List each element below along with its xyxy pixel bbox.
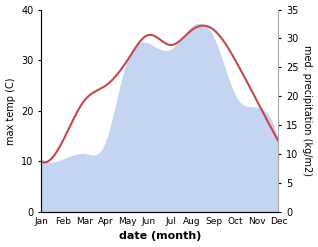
X-axis label: date (month): date (month) bbox=[119, 231, 201, 242]
Y-axis label: max temp (C): max temp (C) bbox=[5, 77, 16, 144]
Y-axis label: med. precipitation (kg/m2): med. precipitation (kg/m2) bbox=[302, 45, 313, 176]
